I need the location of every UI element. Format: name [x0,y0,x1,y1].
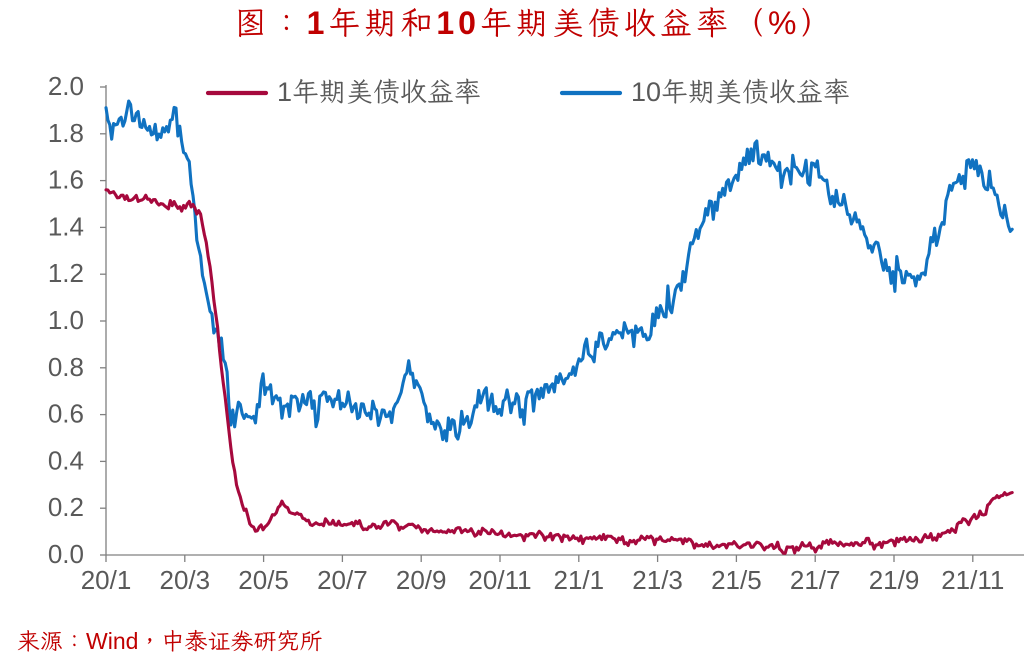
svg-text:1.2: 1.2 [48,258,84,288]
svg-text:10年期美债收益率: 10年期美债收益率 [631,77,850,107]
svg-text:20/9: 20/9 [396,565,447,595]
svg-text:20/3: 20/3 [159,565,210,595]
svg-text:1.4: 1.4 [48,211,84,241]
svg-text:20/1: 20/1 [81,565,132,595]
svg-text:21/5: 21/5 [711,565,762,595]
svg-text:0.6: 0.6 [48,399,84,429]
svg-text:2.0: 2.0 [48,71,84,101]
svg-text:0.2: 0.2 [48,492,84,522]
svg-text:20/5: 20/5 [238,565,289,595]
svg-text:1.8: 1.8 [48,118,84,148]
svg-text:21/11: 21/11 [941,565,1004,595]
svg-text:0.0: 0.0 [48,539,84,569]
svg-text:1年期美债收益率: 1年期美债收益率 [277,77,481,107]
svg-text:21/9: 21/9 [869,565,920,595]
svg-text:0.4: 0.4 [48,445,84,475]
svg-text:21/7: 21/7 [790,565,841,595]
svg-text:1.6: 1.6 [48,165,84,195]
svg-text:21/3: 21/3 [632,565,683,595]
svg-text:20/7: 20/7 [317,565,368,595]
svg-text:20/11: 20/11 [468,565,531,595]
svg-text:0.8: 0.8 [48,352,84,382]
svg-text:1.0: 1.0 [48,305,84,335]
svg-text:21/1: 21/1 [553,565,604,595]
